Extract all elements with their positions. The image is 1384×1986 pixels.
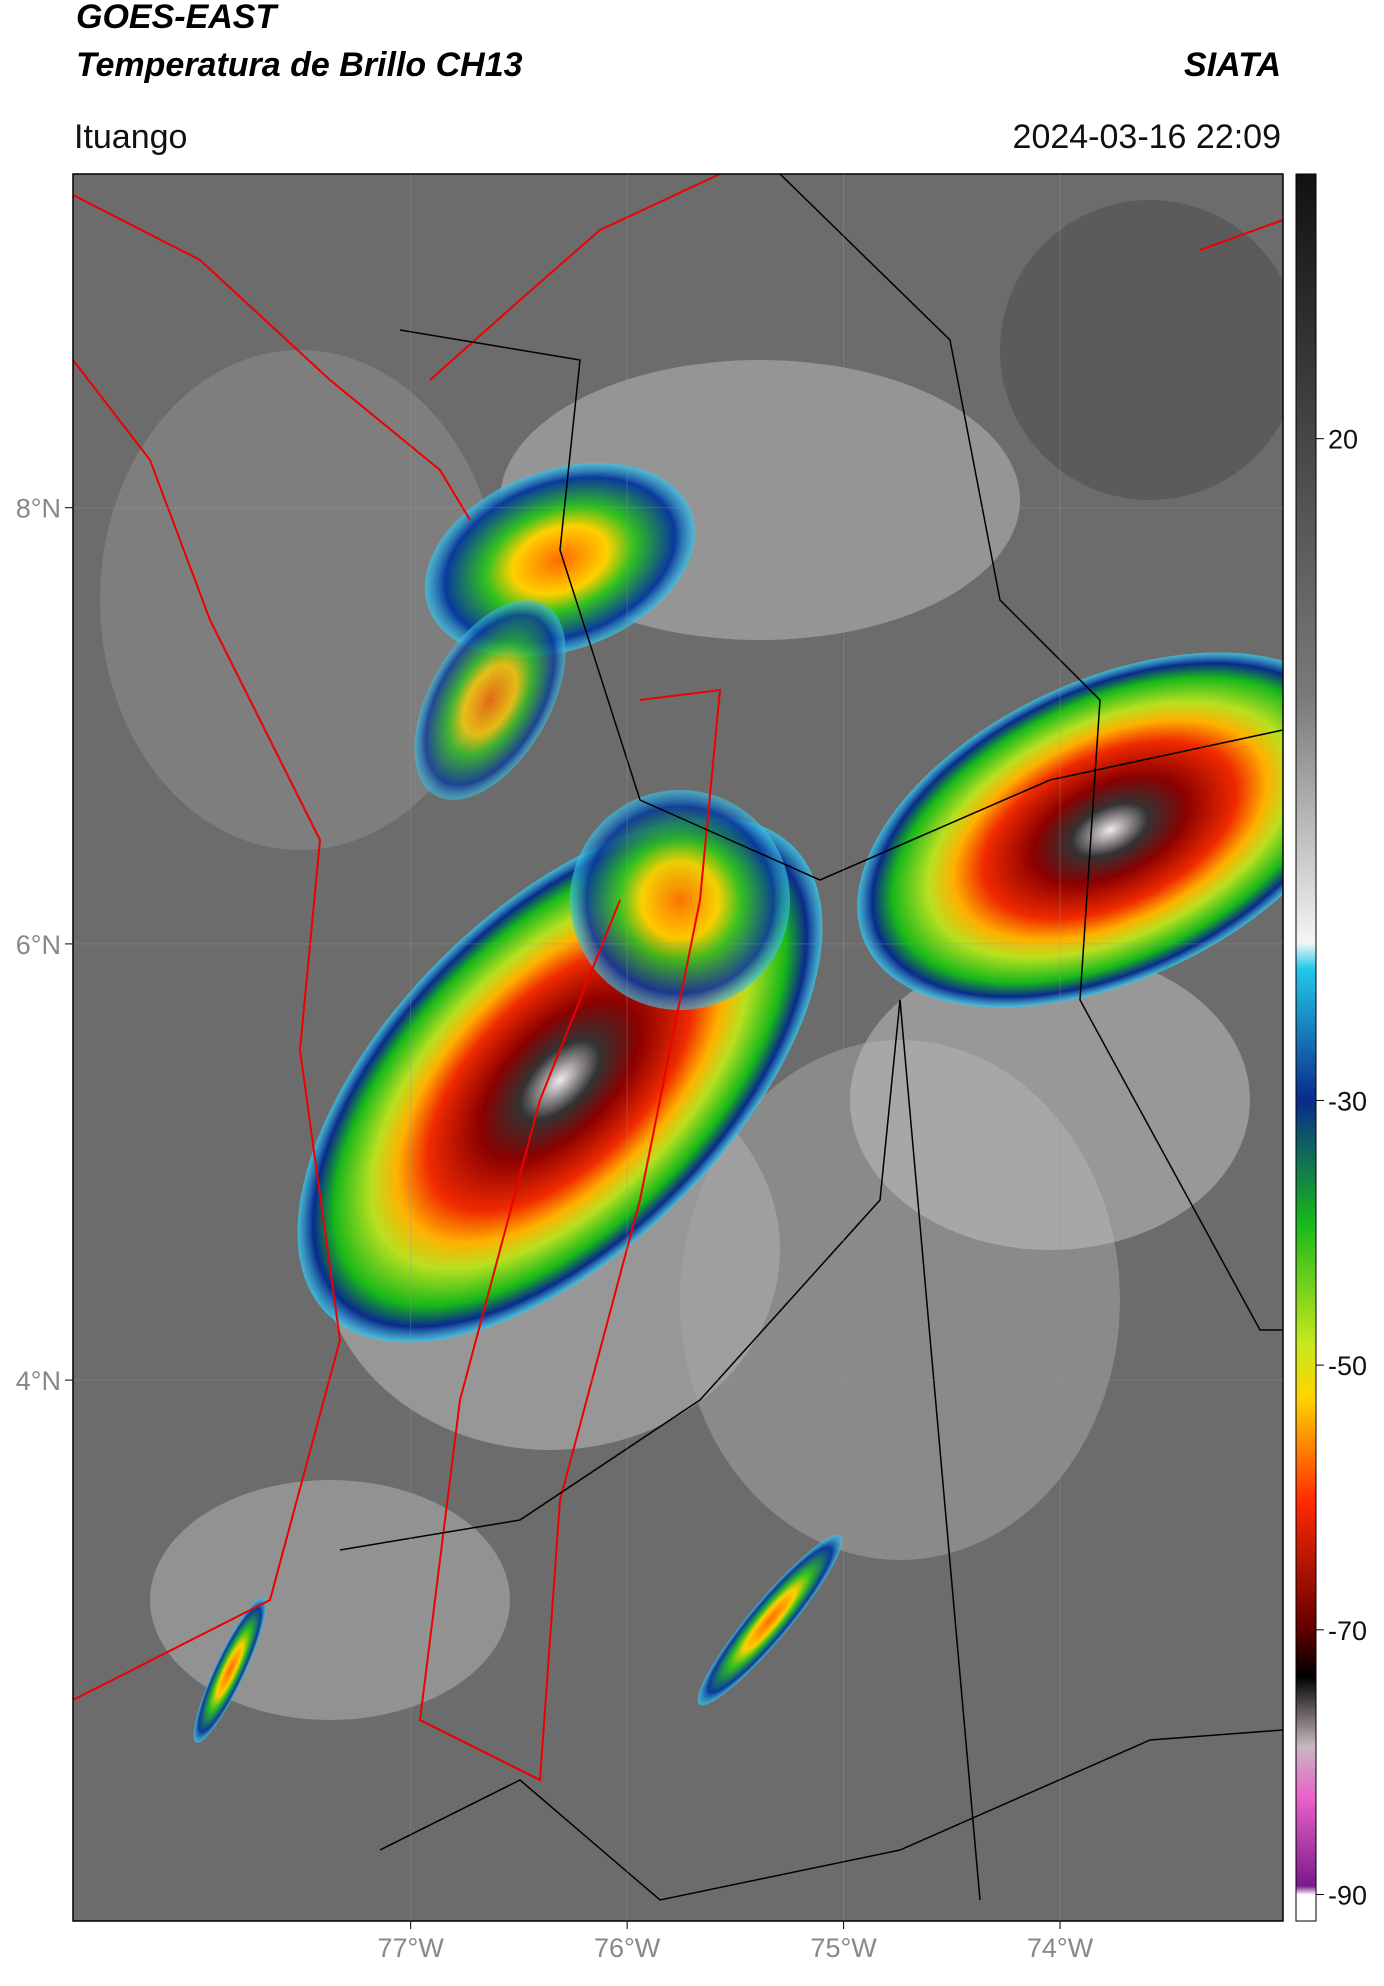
brand: SIATA (1184, 46, 1281, 84)
subtitle: Temperatura de Brillo CH13 (76, 46, 523, 84)
lat-tick-label: 4°N (16, 1366, 61, 1396)
colorbar-tick-label: -30 (1328, 1086, 1367, 1116)
title: GOES-EAST (76, 0, 279, 36)
lon-tick-label: 74°W (1027, 1933, 1094, 1963)
colorbar-tick-label: -70 (1328, 1616, 1367, 1646)
colorbar-tick-label: -50 (1328, 1351, 1367, 1381)
lon-tick-label: 77°W (378, 1933, 445, 1963)
colorbar-tick-label: 20 (1328, 425, 1358, 455)
lon-tick-label: 75°W (810, 1933, 877, 1963)
lon-tick-label: 76°W (594, 1933, 661, 1963)
lat-tick-label: 6°N (16, 930, 61, 960)
map-frame (72, 173, 1284, 1922)
colorbar (1295, 173, 1317, 1922)
location: Ituango (74, 118, 187, 156)
colorbar-tick-label: -90 (1328, 1881, 1367, 1911)
lat-tick-label: 8°N (16, 494, 61, 524)
datetime: 2024-03-16 22:09 (1013, 118, 1281, 156)
map-image (73, 174, 1283, 1921)
